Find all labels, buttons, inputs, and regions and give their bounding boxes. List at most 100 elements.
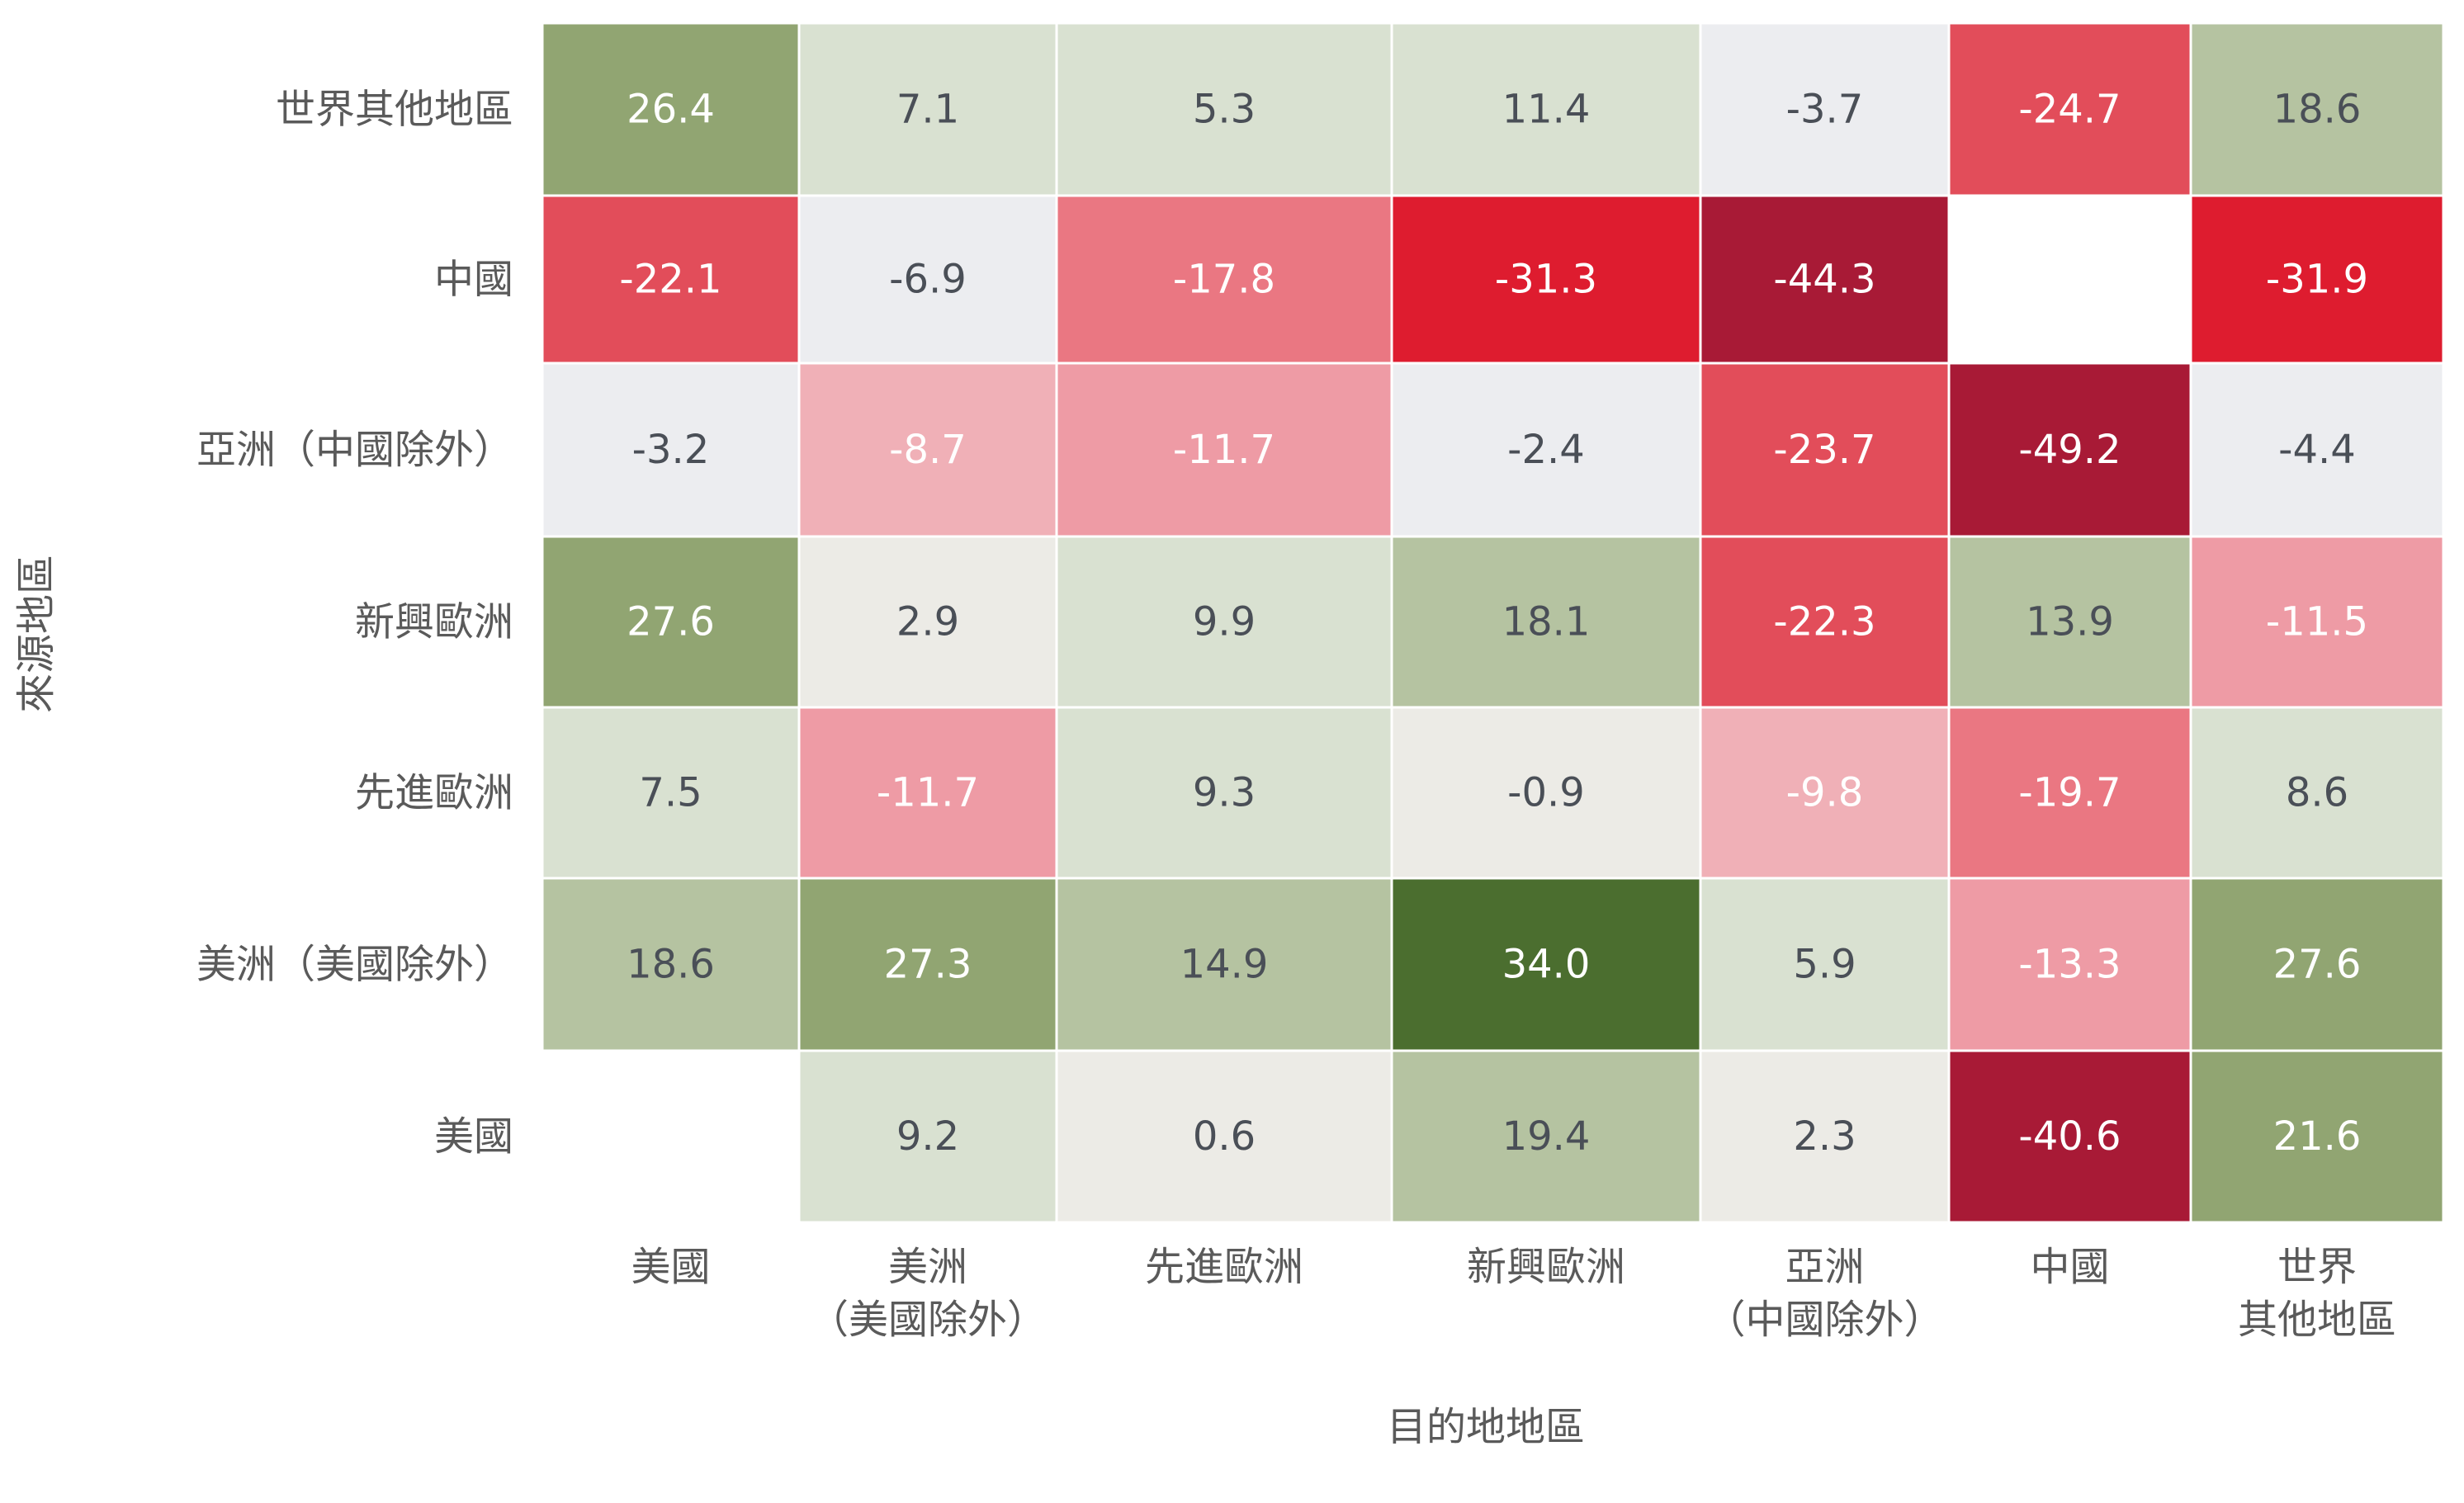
heatmap-cell <box>2189 1049 2445 1224</box>
cell-value-label: 0.6 <box>1193 1113 1256 1160</box>
heatmap-cell <box>1055 1049 1393 1224</box>
heatmap-cell <box>541 706 801 880</box>
heatmap-cell <box>1947 21 2192 197</box>
heatmap-cell <box>541 362 801 538</box>
heatmap-cell <box>1699 362 1951 538</box>
column-tick-label: 其他地區 <box>2238 1297 2396 1343</box>
row-tick-label: 世界其他地區 <box>276 87 513 133</box>
cell-value-label: -24.7 <box>2018 87 2121 133</box>
cell-value-label: -13.3 <box>2018 942 2121 988</box>
cell-value-label: 14.9 <box>1180 942 1269 988</box>
cell-value-label: 8.6 <box>2286 770 2348 816</box>
cell-value-label: -3.2 <box>632 427 710 473</box>
heatmap-cell <box>1699 1049 1951 1224</box>
cell-value-label: 9.2 <box>896 1113 959 1160</box>
cell-value-label: -6.9 <box>889 257 967 303</box>
cell-value-label: -8.7 <box>889 427 967 473</box>
cell-value-label: -9.8 <box>1786 770 1864 816</box>
cell-value-label: 34.0 <box>1502 942 1591 988</box>
heatmap-cell <box>1947 362 2192 538</box>
heatmap-cell <box>541 1049 801 1224</box>
row-tick-label: 新興歐洲 <box>355 599 513 645</box>
heatmap-cell <box>2189 194 2445 365</box>
cell-value-label: 27.6 <box>627 599 715 645</box>
row-tick-label: 亞洲（中國除外） <box>196 427 513 473</box>
cell-value-label: 27.6 <box>2273 942 2362 988</box>
cell-value-label: 18.1 <box>1502 599 1591 645</box>
heatmap-cells: 26.4 7.1 5.3 11.4 -3.7 -24.7 18.6 -22.1 -6.9 -17.… <box>541 21 2445 1224</box>
cell-value-label: -44.3 <box>1773 257 1875 303</box>
cell-value-label: 7.1 <box>896 87 959 133</box>
heatmap-cell <box>797 1049 1058 1224</box>
cell-value-label: -11.7 <box>877 770 979 816</box>
column-tick-label: （美國除外） <box>809 1297 1047 1343</box>
cell-value-label: -22.3 <box>1773 599 1875 645</box>
heatmap-cell <box>2189 362 2445 538</box>
cell-value-label: -17.8 <box>1173 257 1275 303</box>
cell-value-label: 2.9 <box>896 599 959 645</box>
cell-value-label: 7.5 <box>639 770 702 816</box>
cell-value-label: 9.3 <box>1193 770 1256 816</box>
column-tick-label: （中國除外） <box>1705 1297 1943 1343</box>
cell-value-label: -11.5 <box>2266 599 2368 645</box>
heatmap-cell <box>1055 194 1393 365</box>
column-tick-label: 亞洲 <box>1785 1244 1864 1290</box>
heatmap-cell <box>541 535 801 709</box>
heatmap-cell <box>1947 194 2192 365</box>
heatmap-cell <box>1390 706 1702 880</box>
cell-value-label: -49.2 <box>2018 427 2121 473</box>
cell-value-label: 13.9 <box>2026 599 2114 645</box>
heatmap-cell <box>1390 362 1702 538</box>
cell-value-label: 21.6 <box>2273 1113 2362 1160</box>
cell-value-label: -3.7 <box>1786 87 1864 133</box>
column-tick-label: 新興歐洲 <box>1467 1244 1625 1290</box>
row-tick-label: 中國 <box>434 257 513 303</box>
heatmap-cell <box>1699 21 1951 197</box>
y-axis-label: 來源地區 <box>13 555 59 713</box>
heatmap-cell <box>1947 877 2192 1052</box>
cell-value-label: 18.6 <box>2273 87 2362 133</box>
cell-value-label: 5.3 <box>1193 87 1256 133</box>
cell-value-label: -0.9 <box>1507 770 1585 816</box>
cell-value-label: -23.7 <box>1773 427 1875 473</box>
row-tick-label: 美國 <box>434 1113 513 1160</box>
cell-value-label: -40.6 <box>2018 1113 2121 1160</box>
cell-value-label: 27.3 <box>884 942 972 988</box>
cell-value-label: 26.4 <box>627 87 715 133</box>
heatmap-cell <box>1055 21 1393 197</box>
cell-value-label: 19.4 <box>1502 1113 1591 1160</box>
cell-value-label: 9.9 <box>1193 599 1256 645</box>
cell-value-label: -31.9 <box>2266 257 2368 303</box>
cell-value-label: 2.3 <box>1793 1113 1856 1160</box>
heatmap-cell <box>1947 1049 2192 1224</box>
cell-value-label: -31.3 <box>1495 257 1597 303</box>
heatmap-cell <box>541 877 801 1052</box>
column-tick-label: 世界 <box>2277 1244 2357 1290</box>
heatmap-cell <box>541 194 801 365</box>
column-tick-labels: 美國 美洲 （美國除外） 先進歐洲 新興歐洲 亞洲 （中國除外） 中國 世界其他地區 <box>631 1244 2396 1343</box>
x-axis-label: 目的地地區 <box>1387 1404 1585 1450</box>
heatmap-cell <box>1390 21 1702 197</box>
heatmap-cell <box>1055 362 1393 538</box>
heatmap-cell <box>797 877 1058 1052</box>
cell-value-label: 18.6 <box>627 942 715 988</box>
column-tick-label: 美洲 <box>888 1244 967 1290</box>
heatmap-cell <box>1699 194 1951 365</box>
column-tick-label: 美國 <box>631 1244 710 1290</box>
heatmap-cell <box>1055 877 1393 1052</box>
cell-value-label: -2.4 <box>1507 427 1585 473</box>
cell-value-label: -11.7 <box>1173 427 1275 473</box>
cell-value-label: -22.1 <box>619 257 721 303</box>
heatmap-cell <box>1699 535 1951 709</box>
heatmap-cell <box>541 21 801 197</box>
cell-value-label: -19.7 <box>2018 770 2121 816</box>
heatmap-cell <box>1699 877 1951 1052</box>
row-tick-label: 美洲（美國除外） <box>196 942 513 988</box>
heatmap-cell <box>2189 535 2445 709</box>
heatmap-cell <box>797 21 1058 197</box>
heatmap-cell <box>797 706 1058 880</box>
heatmap-cell <box>1055 535 1393 709</box>
cell-value-label: 11.4 <box>1502 87 1591 133</box>
